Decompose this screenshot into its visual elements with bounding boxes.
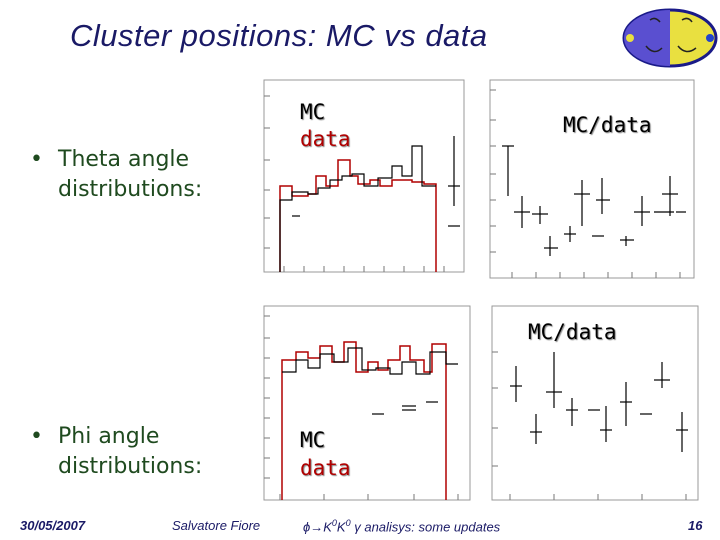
page-title: Cluster positions: MC vs data [70, 18, 488, 53]
kloe-logo-icon [622, 8, 718, 68]
bullet-theta: • Theta angle distributions: [30, 145, 202, 205]
ratio-label-bottom: MC/data [528, 320, 617, 344]
bullet-dot: • [30, 147, 43, 172]
ratio-points [510, 352, 688, 452]
x-axis-ticks [509, 494, 687, 500]
x-axis-ticks [511, 272, 681, 278]
bullet-text-line2: distributions: [58, 177, 203, 202]
legend-data-label: data [300, 456, 351, 480]
y-axis-ticks [490, 89, 496, 253]
phi-ratio-plot [491, 305, 699, 501]
legend-mc-label: MC [300, 100, 326, 124]
footer-date: 30/05/2007 [20, 518, 86, 533]
mc-error-bars [292, 136, 460, 227]
footer-topic-prefix: ϕ→K [303, 519, 332, 535]
legend-data-label: data [300, 127, 351, 151]
theta-ratio-plot [489, 79, 695, 279]
y-axis-ticks [264, 95, 270, 249]
footer-topic-sup2: 0 [345, 518, 351, 528]
footer-topic-suffix: γ analisys: some updates [350, 519, 501, 535]
phi-histogram-plot [263, 305, 471, 501]
footer-topic: ϕ→K0K0 γ analisys: some updates [303, 518, 500, 534]
footer-topic-sup1: 0 [331, 518, 337, 528]
mc-histogram-line [282, 347, 458, 375]
page-number: 16 [688, 518, 703, 533]
bullet-dot: • [30, 424, 43, 449]
mc-error-bars [372, 401, 438, 415]
data-histogram-line [279, 159, 437, 272]
mc-histogram-line [279, 145, 436, 272]
y-axis-ticks [492, 351, 498, 467]
footer-topic-mid: K [336, 519, 346, 535]
ratio-points [502, 145, 686, 256]
bullet-text-line2: distributions: [58, 454, 203, 479]
bullet-phi: • Phi angle distributions: [30, 422, 202, 482]
theta-histogram-plot [263, 79, 465, 273]
footer-author: Salvatore Fiore [172, 518, 261, 533]
bullet-text-line1: Theta angle [58, 147, 190, 172]
bullet-text-line1: Phi angle [58, 424, 160, 449]
x-axis-ticks [283, 266, 445, 272]
ratio-label-top: MC/data [563, 113, 652, 137]
legend-mc-label: MC [300, 428, 326, 452]
y-axis-ticks [264, 315, 270, 479]
x-axis-ticks [279, 494, 459, 500]
data-histogram-line [281, 341, 447, 500]
